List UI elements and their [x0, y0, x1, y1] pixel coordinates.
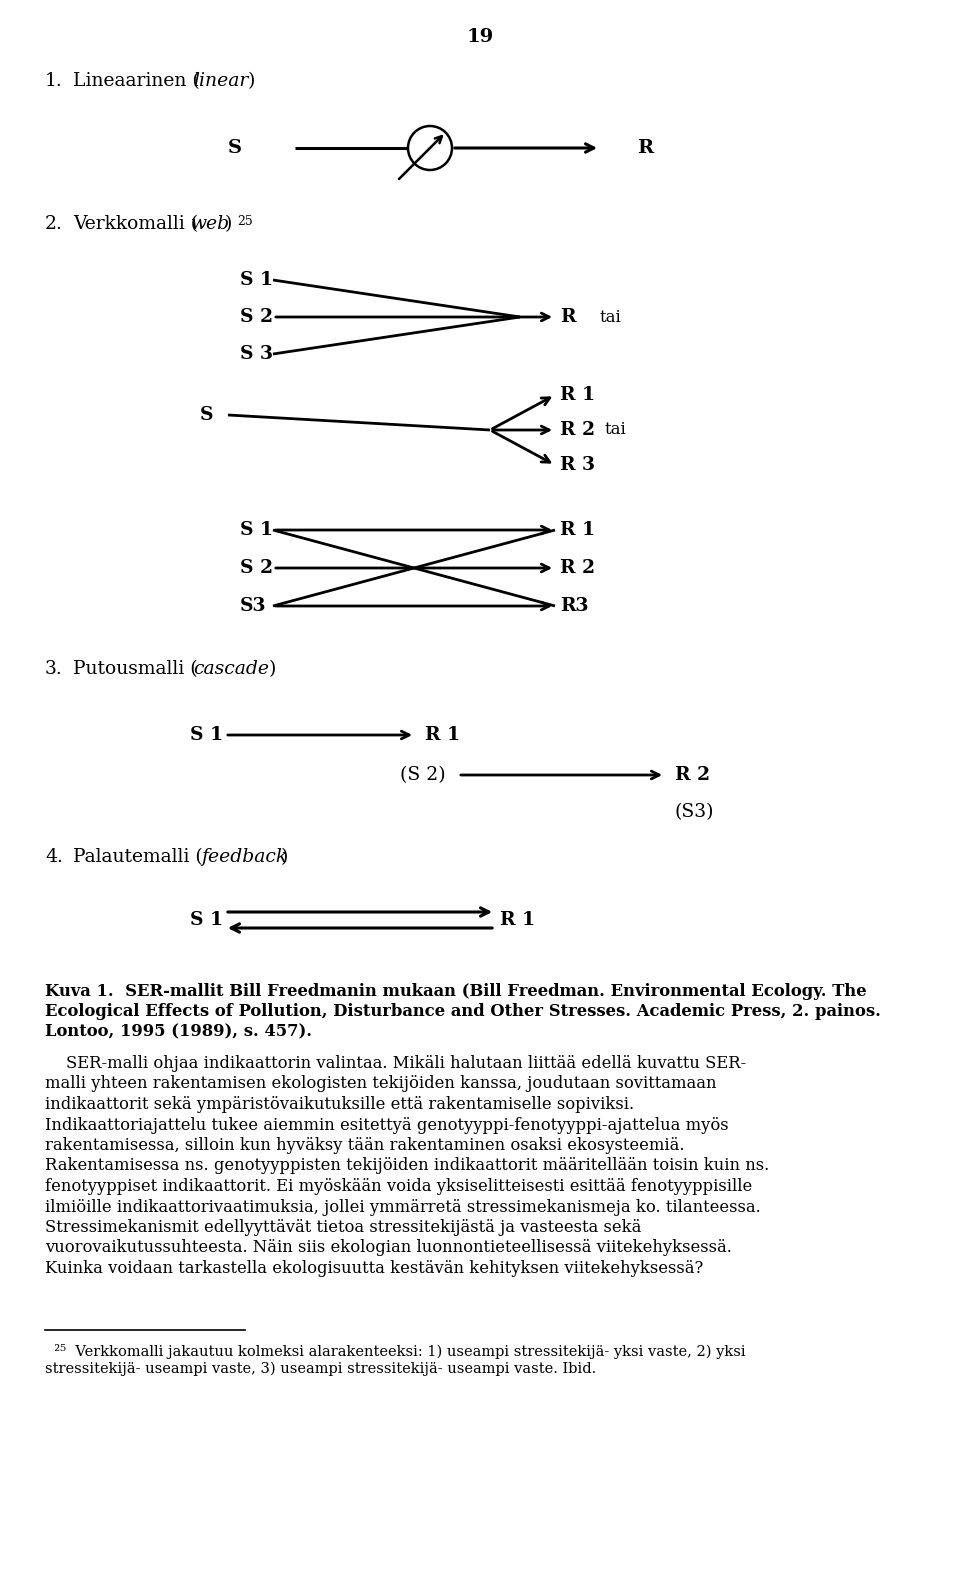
Text: (S 2): (S 2): [400, 765, 445, 784]
Text: vuorovaikutussuhteesta. Näin siis ekologian luonnontieteellisessä viitekehyksess: vuorovaikutussuhteesta. Näin siis ekolog…: [45, 1240, 732, 1257]
Text: S 1: S 1: [190, 726, 223, 743]
Text: ): ): [269, 660, 276, 677]
Text: malli yhteen rakentamisen ekologisten tekijöiden kanssa, joudutaan sovittamaan: malli yhteen rakentamisen ekologisten te…: [45, 1076, 716, 1093]
Text: Ecological Effects of Pollution, Disturbance and Other Stresses. Academic Press,: Ecological Effects of Pollution, Disturb…: [45, 1003, 881, 1021]
Text: ): ): [248, 72, 255, 90]
Text: Lineaarinen (: Lineaarinen (: [73, 72, 200, 90]
Text: feedback: feedback: [201, 847, 287, 866]
Text: S: S: [228, 139, 242, 158]
Text: tai: tai: [605, 422, 627, 438]
Text: S 1: S 1: [240, 521, 274, 539]
Text: tai: tai: [600, 309, 622, 326]
Text: R: R: [560, 309, 575, 326]
Text: S 3: S 3: [240, 345, 274, 362]
Text: ): ): [225, 216, 232, 233]
Text: ilmiöille indikaattorivaatimuksia, jollei ymmärretä stressimekanismeja ko. tilan: ilmiöille indikaattorivaatimuksia, jolle…: [45, 1199, 760, 1216]
Text: Verkkomalli (: Verkkomalli (: [73, 216, 198, 233]
Text: R 2: R 2: [560, 421, 595, 439]
Text: Putousmalli (: Putousmalli (: [73, 660, 198, 677]
Text: linear: linear: [193, 72, 249, 90]
Text: ²⁵  Verkkomalli jakautuu kolmeksi alarakenteeksi: 1) useampi stressitekijä- yksi: ²⁵ Verkkomalli jakautuu kolmeksi alarake…: [45, 1343, 746, 1359]
Text: indikaattorit sekä ympäristövaikutuksille että rakentamiselle sopiviksi.: indikaattorit sekä ympäristövaikutuksill…: [45, 1096, 635, 1114]
Text: R: R: [636, 139, 653, 158]
Text: S: S: [200, 406, 213, 424]
Text: ): ): [281, 847, 288, 866]
Text: cascade: cascade: [193, 660, 269, 677]
Text: Indikaattoriajattelu tukee aiemmin esitettyä genotyyppi-fenotyyppi-ajattelua myö: Indikaattoriajattelu tukee aiemmin esite…: [45, 1117, 729, 1134]
Text: 4.: 4.: [45, 847, 62, 866]
Text: R 1: R 1: [425, 726, 460, 743]
Text: Kuinka voidaan tarkastella ekologisuutta kestävän kehityksen viitekehyksessä?: Kuinka voidaan tarkastella ekologisuutta…: [45, 1260, 704, 1277]
Text: S 2: S 2: [240, 309, 273, 326]
Text: R 1: R 1: [500, 910, 535, 929]
Text: fenotyyppiset indikaattorit. Ei myöskään voida yksiselitteisesti esittää fenotyy: fenotyyppiset indikaattorit. Ei myöskään…: [45, 1178, 753, 1195]
Text: S3: S3: [240, 597, 267, 614]
Text: R3: R3: [560, 597, 588, 614]
Text: 2.: 2.: [45, 216, 62, 233]
Text: SER-malli ohjaa indikaattorin valintaa. Mikäli halutaan liittää edellä kuvattu S: SER-malli ohjaa indikaattorin valintaa. …: [45, 1055, 746, 1073]
Text: 1.: 1.: [45, 72, 62, 90]
Text: Lontoo, 1995 (1989), s. 457).: Lontoo, 1995 (1989), s. 457).: [45, 1024, 312, 1040]
Text: S 1: S 1: [240, 271, 274, 288]
Text: S 2: S 2: [240, 559, 273, 576]
Text: (S3): (S3): [675, 803, 714, 821]
Text: R 2: R 2: [675, 765, 710, 784]
Text: stressitekijä- useampi vaste, 3) useampi stressitekijä- useampi vaste. Ibid.: stressitekijä- useampi vaste, 3) useampi…: [45, 1362, 596, 1377]
Text: R 2: R 2: [560, 559, 595, 576]
Text: rakentamisessa, silloin kun hyväksy tään rakentaminen osaksi ekosysteemiä.: rakentamisessa, silloin kun hyväksy tään…: [45, 1137, 684, 1154]
Text: R 1: R 1: [560, 521, 595, 539]
Text: Stressimekanismit edellyyttävät tietoa stressitekijästä ja vasteesta sekä: Stressimekanismit edellyyttävät tietoa s…: [45, 1219, 641, 1236]
Text: 25: 25: [237, 216, 252, 228]
Text: Palautemalli (: Palautemalli (: [73, 847, 203, 866]
Text: S 1: S 1: [190, 910, 223, 929]
Text: Rakentamisessa ns. genotyyppisten tekijöiden indikaattorit määritellään toisin k: Rakentamisessa ns. genotyyppisten tekijö…: [45, 1158, 769, 1175]
Text: R 3: R 3: [560, 457, 595, 474]
Text: web: web: [191, 216, 230, 233]
Text: R 1: R 1: [560, 386, 595, 405]
Text: Kuva 1.  SER-mallit Bill Freedmanin mukaan (Bill Freedman. Environmental Ecology: Kuva 1. SER-mallit Bill Freedmanin mukaa…: [45, 983, 867, 1000]
Text: 19: 19: [467, 28, 493, 46]
Text: 3.: 3.: [45, 660, 62, 677]
